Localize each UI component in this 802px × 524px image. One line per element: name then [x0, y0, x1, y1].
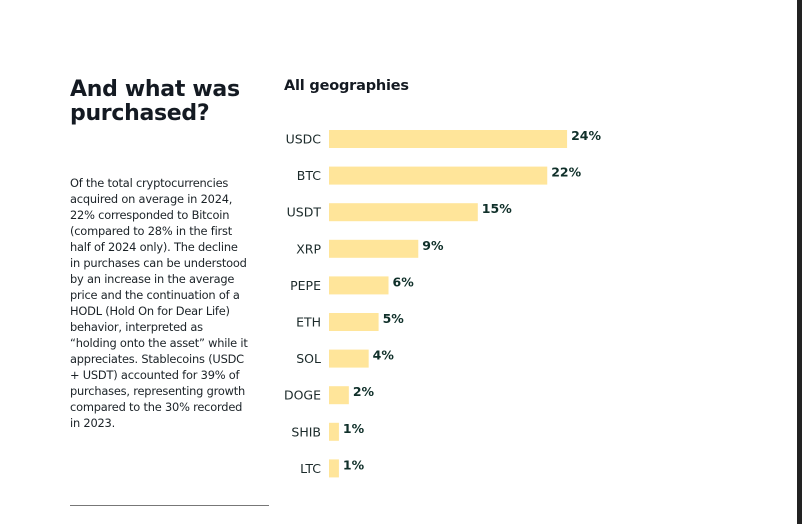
category-label: USDT: [287, 205, 322, 220]
bar-row: SOL 4%: [296, 348, 394, 368]
category-label: PEPE: [290, 278, 321, 293]
value-label: 2%: [353, 384, 375, 399]
bar-row: ETH 5%: [296, 311, 404, 331]
value-label: 9%: [422, 238, 444, 253]
category-label: SHIB: [291, 424, 321, 439]
category-label: DOGE: [284, 388, 321, 403]
bar-row: PEPE 6%: [290, 274, 415, 295]
bar-row: SHIB 1%: [291, 421, 365, 441]
bar-row: USDC 24%: [286, 128, 601, 148]
value-label: 22%: [551, 165, 581, 180]
bar: [329, 276, 389, 295]
body-paragraph: Of the total cryptocurrencies acquired o…: [70, 176, 248, 430]
category-label: USDC: [286, 132, 322, 147]
bar-row: DOGE 2%: [284, 384, 375, 405]
category-label: ETH: [296, 315, 321, 330]
bar-row: USDT 15%: [287, 201, 512, 222]
bar-row: BTC 22%: [297, 165, 582, 185]
bar: [329, 313, 379, 331]
category-label: LTC: [300, 461, 321, 476]
bar: [329, 349, 369, 368]
bar: [329, 239, 419, 258]
divider: [70, 505, 269, 506]
value-label: 5%: [383, 311, 405, 326]
value-label: 24%: [571, 128, 601, 143]
category-label: BTC: [297, 168, 321, 183]
value-label: 6%: [393, 274, 415, 289]
value-label: 4%: [373, 348, 395, 363]
category-label: XRP: [296, 241, 321, 256]
value-label: 1%: [343, 457, 365, 472]
bar: [329, 130, 568, 148]
value-label: 1%: [343, 421, 365, 436]
bar: [329, 422, 339, 441]
value-label: 15%: [482, 201, 512, 216]
category-label: SOL: [296, 351, 321, 366]
bar-row: LTC 1%: [300, 457, 365, 478]
chart-title: All geographies: [284, 78, 409, 94]
bar-row: XRP 9%: [296, 238, 444, 258]
bar: [329, 386, 349, 405]
bar: [329, 203, 478, 222]
page-edge-border: [797, 0, 802, 524]
page-title: And what was purchased?: [70, 77, 240, 126]
bar-chart: USDC 24% BTC 22% USDT 15% XRP 9% PEPE 6% ETH 5% SOL 4…: [284, 128, 601, 478]
bar: [329, 459, 339, 478]
bar: [329, 166, 548, 185]
